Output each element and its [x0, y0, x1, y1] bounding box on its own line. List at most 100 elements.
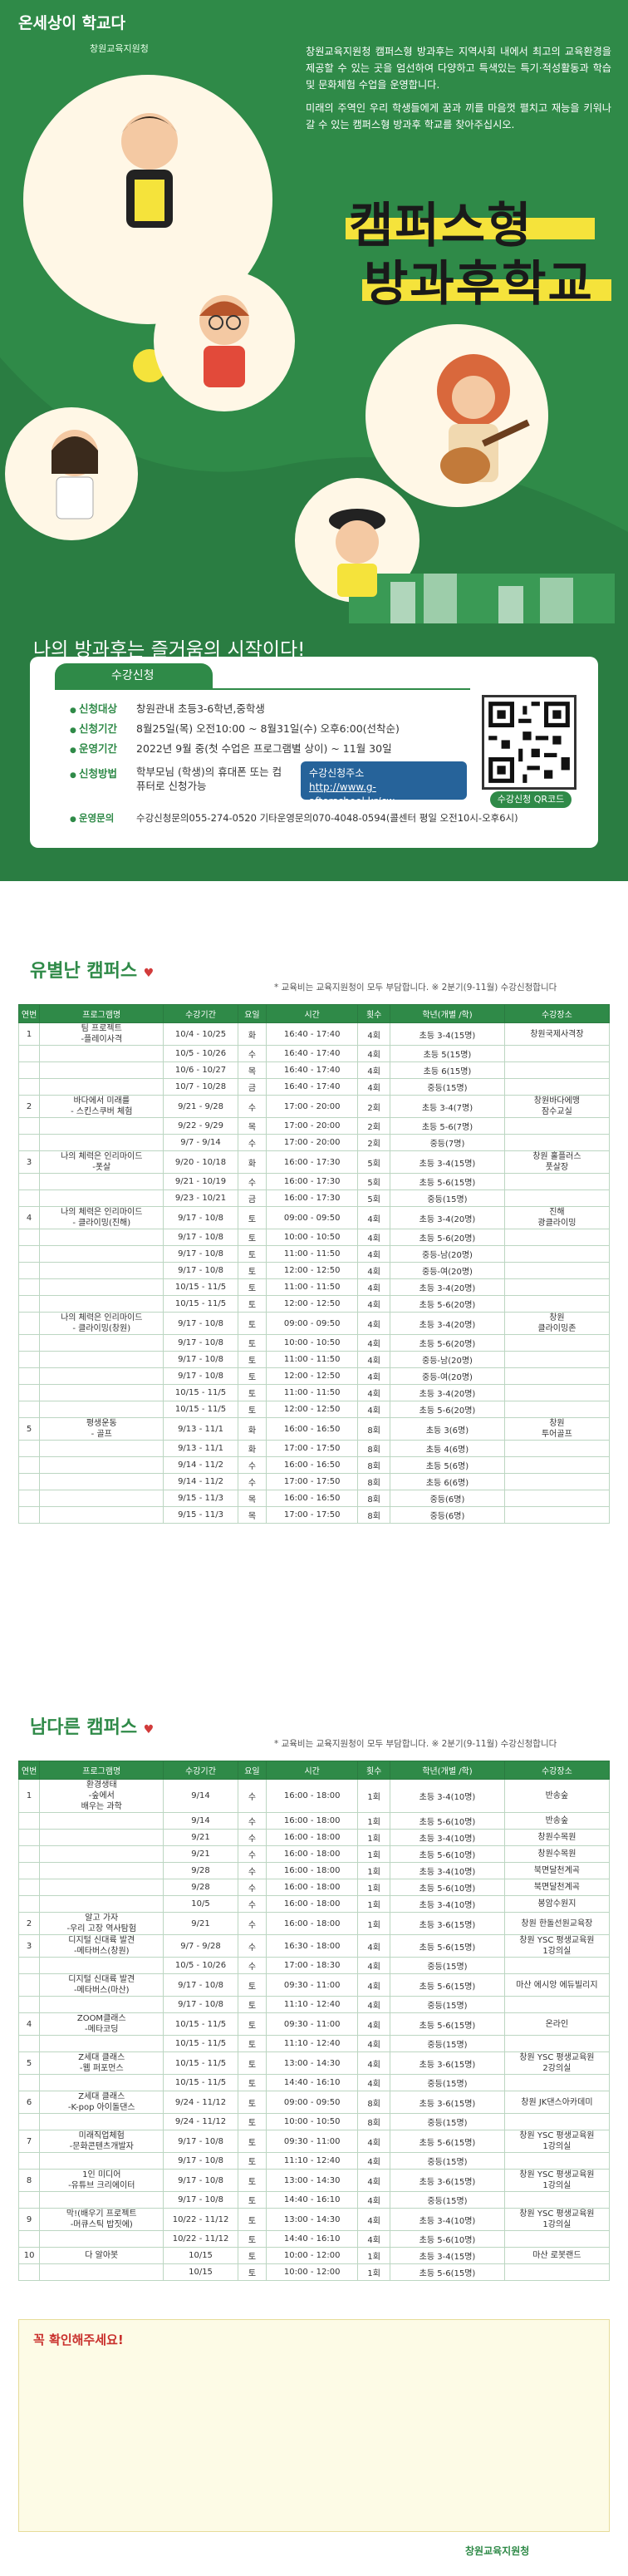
table-cell — [503, 2113, 611, 2130]
table-cell: 09:00 - 09:50 — [266, 1312, 359, 1335]
table-cell: 초등 3-4(10명) — [390, 1829, 505, 1846]
table-cell — [39, 1078, 164, 1096]
table-cell: 수 — [237, 1134, 267, 1151]
table-cell: 금 — [237, 1189, 267, 1207]
table-cell: 4회 — [357, 1045, 391, 1062]
table-cell: 12:00 - 12:50 — [266, 1401, 359, 1418]
table-row: 4 ZOOM클래스 -메타코딩 10/15 - 11/5 토 09:30 - 11:00… — [17, 2012, 611, 2036]
apply-tab: 수강신청 — [55, 663, 213, 688]
table-cell — [17, 1351, 41, 1368]
table-cell: 4회 — [357, 2152, 391, 2170]
table-cell: 9/13 - 11/1 — [163, 1417, 238, 1441]
table-cell: 초등 3-4(10명) — [390, 1862, 505, 1879]
section2-table: 연번 프로그램명 수강기간 요일 시간 횟수 학년(개별 /학) 수강장소 1 환경생태 -숲에서… — [17, 1761, 611, 2281]
table-cell: 초등 3-6(15명) — [390, 2051, 505, 2075]
table-cell: 10/15 - 11/5 — [163, 1401, 238, 1418]
table-cell: 9/17 - 10/8 — [163, 1367, 238, 1385]
table-cell — [503, 1278, 611, 1296]
table-cell — [17, 1295, 41, 1313]
table-cell: 목 — [237, 1506, 267, 1524]
table-cell: 나의 체력은 인리마이드 - 클라이밍(진해) — [39, 1206, 164, 1229]
apply-row-method: 신청방법 학부모님 (학생)의 휴대폰 또는 컴퓨터로 신청가능 — [70, 765, 286, 793]
table-cell: 초등 3-4(15명) — [390, 2247, 505, 2264]
table-cell: 중등(15명) — [390, 2113, 505, 2130]
table-cell: 10/15 - 11/5 — [163, 1295, 238, 1313]
table-cell: 3 — [17, 1150, 41, 1174]
table-cell — [17, 1973, 41, 1997]
table-cell: 5 — [17, 2051, 41, 2075]
table-cell: 나의 체력은 인리마이드 - 클라이밍(창원) — [39, 1312, 164, 1335]
table-cell: 11:00 - 11:50 — [266, 1245, 359, 1263]
notice-title: 꼭 확인해주세요! — [33, 2332, 124, 2347]
table-row: 9/17 - 10/8 토 12:00 - 12:50 4회 중등-여(20명) — [17, 1262, 611, 1279]
table-cell — [39, 1061, 164, 1079]
table-header: 수강기간 — [163, 1761, 238, 1780]
table-cell — [17, 1262, 41, 1279]
table-cell: 09:30 - 11:00 — [266, 1973, 359, 1997]
table-cell: 중등(15명) — [390, 1078, 505, 1096]
table-cell — [39, 2113, 164, 2130]
table-header: 시간 — [266, 1004, 359, 1023]
table-cell: 9/17 - 10/8 — [163, 1973, 238, 1997]
table-cell: 수 — [237, 1895, 267, 1913]
table-row: 9/15 - 11/3 목 17:00 - 17:50 8회 중등(6명) — [17, 1506, 611, 1524]
table-header: 연번 — [17, 1761, 41, 1780]
table-cell: 9/14 — [163, 1812, 238, 1830]
table-cell: 다 알아봇 — [39, 2247, 164, 2264]
table-row: 9/21 수 16:00 - 18:00 1회 초등 3-4(10명) 창원수목원 — [17, 1829, 611, 1846]
table-cell — [17, 2191, 41, 2209]
table-cell: 목 — [237, 1490, 267, 1507]
table-cell: 4회 — [357, 1957, 391, 1974]
table-cell: 9/17 - 10/8 — [163, 1229, 238, 1246]
apply-address-link[interactable]: http://www.g-afterschool.kr/cw — [309, 781, 395, 807]
table-cell — [39, 1996, 164, 2013]
qr-code-icon[interactable] — [482, 695, 576, 790]
apply-value: 학부모님 (학생)의 휴대폰 또는 컴퓨터로 신청가능 — [136, 766, 282, 792]
table-cell — [39, 1173, 164, 1190]
table-row: 10/15 - 11/5 토 12:00 - 12:50 4회 초등 5-6(20명) — [17, 1295, 611, 1313]
table-cell: 중등(15명) — [390, 1996, 505, 2013]
table-cell: 초등 3-4(7명) — [390, 1095, 505, 1118]
table-cell: 9/17 - 10/8 — [163, 2191, 238, 2209]
qr-label: 수강신청 QR코드 — [490, 791, 572, 808]
table-cell — [17, 1473, 41, 1490]
table-cell: 수 — [237, 1456, 267, 1474]
table-cell — [17, 1078, 41, 1096]
brand-text: 온세상이 학교다 — [18, 14, 125, 32]
table-cell: 토 — [237, 2074, 267, 2091]
table-row: 10/15 - 11/5 토 11:10 - 12:40 4회 중등(15명) — [17, 2035, 611, 2052]
table-cell: 9/17 - 10/8 — [163, 1334, 238, 1352]
table-header: 횟수 — [357, 1761, 391, 1780]
table-cell: 바다에서 미래를 - 스킨스쿠버 체험 — [39, 1095, 164, 1118]
table-cell — [39, 1506, 164, 1524]
table-row: 7 미래직업체험 -문화콘텐츠개발자 9/17 - 10/8 토 09:30 - 11:… — [17, 2130, 611, 2153]
table-cell: 초등 3-4(10명) — [390, 2208, 505, 2231]
table-cell: 9/21 - 10/19 — [163, 1173, 238, 1190]
table-header: 프로그램명 — [39, 1004, 164, 1023]
table-cell: 4회 — [357, 2130, 391, 2153]
table-cell — [17, 1996, 41, 2013]
table-cell — [503, 2191, 611, 2209]
table-row: 9/17 - 10/8 토 11:00 - 11:50 4회 중등-남(20명) — [17, 1351, 611, 1368]
apply-value: 창원관내 초등3-6학년,중학생 — [136, 702, 265, 715]
table-cell — [503, 1245, 611, 1263]
table-cell — [39, 1045, 164, 1062]
table-cell: 토 — [237, 1351, 267, 1368]
table-cell — [17, 1189, 41, 1207]
table-cell: 초등 5-6(15명) — [390, 1934, 505, 1958]
table-cell: 16:40 - 17:40 — [266, 1045, 359, 1062]
table-cell — [17, 1957, 41, 1974]
table-cell: 초등 3-6(15명) — [390, 2091, 505, 2114]
table-row: 9/13 - 11/1 화 17:00 - 17:50 8회 초등 4(6명) — [17, 1440, 611, 1457]
table-cell: 10:00 - 10:50 — [266, 1334, 359, 1352]
table-row: 10/22 - 11/12 토 14:40 - 16:10 4회 초등 5-6(10명) — [17, 2230, 611, 2248]
section1-table: 연번 프로그램명 수강기간 요일 시간 횟수 학년(개별 /학) 수강장소 1 팀 프로젝트 -플… — [17, 1004, 611, 1524]
table-cell — [39, 1262, 164, 1279]
table-cell: 중등(7명) — [390, 1134, 505, 1151]
table-cell: 9/17 - 10/8 — [163, 1351, 238, 1368]
apply-label: 운영기간 — [70, 740, 136, 756]
apply-address-box[interactable]: 수강신청주소 http://www.g-afterschool.kr/cw — [301, 761, 467, 807]
table-cell: 13:00 - 14:30 — [266, 2208, 359, 2231]
table-header: 요일 — [237, 1761, 267, 1780]
table-cell — [503, 1173, 611, 1190]
